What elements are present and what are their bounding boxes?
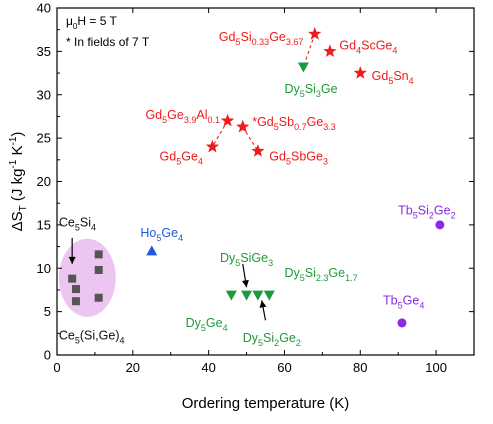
y-tick-label: 35 — [37, 44, 51, 59]
x-tick-label: 60 — [277, 360, 291, 375]
data-point-square — [94, 250, 103, 259]
x-tick-label: 20 — [126, 360, 140, 375]
y-tick-label: 25 — [37, 131, 51, 146]
compound-label: Tb5Ge4 — [383, 294, 424, 311]
compound-label: Ho5Ge4 — [140, 226, 183, 243]
compound-label: Ce5(Si,Ge)4 — [59, 328, 125, 345]
data-point-star — [236, 119, 250, 133]
data-point-circle — [435, 220, 445, 230]
field-note: * In fields of 7 T — [66, 35, 150, 49]
x-axis-label: Ordering temperature (K) — [182, 395, 350, 412]
ce-group-highlight-ellipse — [58, 238, 116, 317]
data-point-star — [353, 66, 367, 79]
data-point-star — [323, 44, 337, 57]
compound-label: Dy5Si2.3Ge1.7 — [284, 266, 357, 283]
data-point-triangle-down — [263, 290, 275, 301]
compound-label: Dy5Ge4 — [186, 316, 228, 333]
pointer-arrowhead — [259, 300, 267, 308]
compound-label: Gd4ScGe4 — [339, 39, 397, 56]
data-point-triangle-down — [252, 290, 264, 301]
field-note: μ0H = 5 T — [66, 14, 118, 31]
y-tick-label: 30 — [37, 87, 51, 102]
data-point-square — [71, 285, 80, 294]
data-point-star — [308, 27, 322, 40]
compound-label: Gd5Sn4 — [372, 69, 414, 86]
data-point-star — [251, 144, 265, 157]
compound-label: Gd5Si0.33Ge3.67 — [219, 30, 304, 47]
data-point-triangle-down — [225, 290, 237, 301]
data-point-triangle-down — [241, 290, 253, 301]
y-tick-label: 20 — [37, 174, 51, 189]
y-tick-label: 15 — [37, 217, 51, 232]
x-tick-label: 0 — [53, 360, 60, 375]
data-point-star — [205, 139, 220, 153]
compound-label: Ce5Si4 — [59, 216, 96, 233]
data-point-square — [68, 274, 77, 283]
compound-label: Gd5Ge3.9Al0.1 — [145, 108, 220, 125]
compound-label: Tb5Si2Ge2 — [398, 203, 455, 220]
dashed-connector — [242, 126, 259, 152]
data-point-square — [71, 297, 80, 306]
compound-label: *Gd5Sb0.7Ge3.3 — [252, 115, 336, 132]
x-tick-label: 40 — [201, 360, 215, 375]
x-tick-label: 100 — [425, 360, 447, 375]
data-point-triangle-down — [297, 62, 309, 73]
compound-label: Dy5Si3Ge — [284, 82, 337, 99]
pointer-arrowhead — [68, 256, 76, 264]
data-point-triangle-up — [146, 245, 158, 256]
dashed-connector — [302, 33, 316, 68]
dashed-connector — [211, 120, 229, 148]
x-tick-label: 80 — [353, 360, 367, 375]
data-point-star — [220, 113, 235, 127]
data-point-square — [94, 293, 103, 302]
pointer-arrowhead — [241, 279, 249, 288]
compound-label: Dy5SiGe3 — [220, 251, 273, 268]
compound-label: Gd5SbGe3 — [269, 150, 328, 167]
y-tick-label: 0 — [44, 348, 51, 363]
compound-label: Dy5Si2Ge2 — [243, 331, 301, 348]
y-tick-label: 5 — [44, 304, 51, 319]
data-point-square — [94, 265, 103, 274]
data-point-circle — [397, 318, 407, 328]
compound-label: Gd5Ge4 — [160, 150, 203, 167]
y-tick-label: 40 — [37, 1, 51, 16]
y-tick-label: 10 — [37, 261, 51, 276]
y-axis-label: ΔST (J kg-1 K-1) — [8, 132, 29, 232]
